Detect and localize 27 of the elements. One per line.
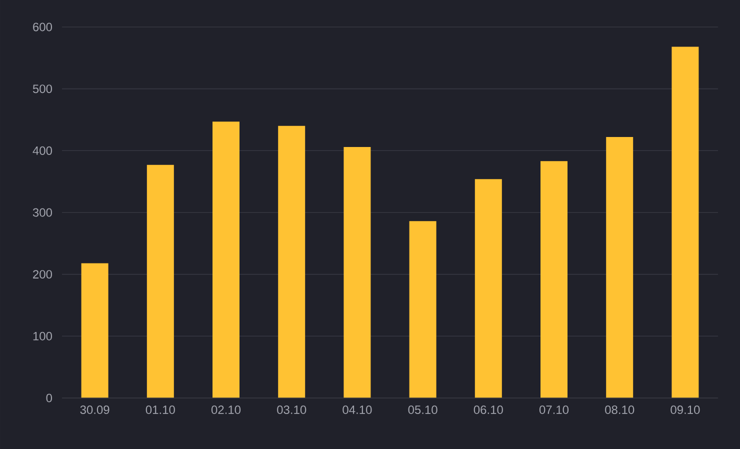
x-tick-label: 01.10 xyxy=(146,406,175,414)
x-tick-label: 09.10 xyxy=(670,406,700,414)
y-tick-label: 100 xyxy=(33,332,52,340)
y-tick-label: 200 xyxy=(33,270,52,279)
x-tick-label: 02.10 xyxy=(211,406,241,414)
bar xyxy=(344,146,371,398)
bar xyxy=(81,263,108,398)
bar xyxy=(146,164,174,398)
x-tick-label: 03.10 xyxy=(277,406,306,414)
bar xyxy=(278,126,306,398)
bar xyxy=(212,122,240,398)
x-tick-label: 08.10 xyxy=(605,406,634,414)
x-tick-label: 05.10 xyxy=(408,406,438,414)
y-tick-label: 400 xyxy=(32,146,52,155)
x-tick-label: 07.10 xyxy=(539,406,569,414)
x-tick-label: 04.10 xyxy=(342,406,372,414)
bar xyxy=(409,221,436,398)
y-tick-label: 600 xyxy=(33,22,52,32)
x-tick-label: 06.10 xyxy=(474,406,503,414)
bar xyxy=(474,179,502,398)
bar xyxy=(606,137,634,398)
bar xyxy=(540,161,568,398)
bar xyxy=(672,46,699,398)
y-tick-label: 500 xyxy=(32,84,52,94)
y-tick-label: 0 xyxy=(46,394,52,402)
y-tick-label: 300 xyxy=(32,208,52,217)
x-tick-label: 30.09 xyxy=(80,406,110,414)
